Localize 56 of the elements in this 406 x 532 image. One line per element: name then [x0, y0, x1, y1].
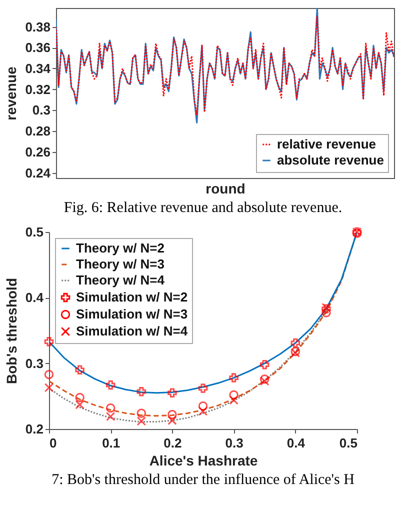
point	[75, 392, 84, 402]
x-tick-label: 0.1	[102, 436, 120, 450]
legend-label: Simulation w/ N=2	[76, 290, 188, 304]
y-tick-label: 0.34	[25, 60, 52, 76]
point	[136, 386, 146, 396]
y-tick-label: 0.38	[25, 19, 50, 34]
point	[106, 412, 116, 422]
x-axis-title: Alice's Hashrate	[149, 452, 258, 468]
point	[168, 416, 177, 426]
point	[290, 338, 300, 348]
point	[136, 416, 146, 426]
x-tick-label: 0.2	[164, 436, 182, 450]
point	[260, 360, 270, 370]
y-tick-label: 0.26	[25, 144, 50, 160]
point	[44, 383, 54, 392]
point	[44, 370, 54, 380]
y-tick-label: 0.32	[25, 82, 50, 97]
point	[44, 337, 54, 346]
x-tick-label: 0	[50, 436, 57, 450]
point	[168, 388, 177, 398]
y-tick-label: 0.24	[25, 165, 52, 180]
x-tick-label: 0.5	[339, 436, 358, 450]
point	[106, 380, 116, 390]
point	[75, 365, 84, 375]
point	[198, 384, 208, 393]
y-axis-title: Bob's threshold	[3, 278, 20, 384]
x-tick-label: 0.3	[225, 436, 244, 450]
legend-label: Theory w/ N=2	[76, 240, 164, 256]
point	[136, 408, 146, 418]
legend-label: Theory w/ N=4	[76, 272, 166, 288]
point	[229, 390, 238, 400]
point	[198, 406, 208, 416]
point	[322, 308, 331, 318]
x-tick-label: 0.4	[286, 436, 306, 450]
y-tick-label: 0.5	[25, 224, 44, 240]
point	[75, 400, 84, 410]
y-tick-label: 0.2	[25, 422, 44, 436]
legend-label: absolute revenue	[277, 152, 384, 168]
y-tick-label: 0.3	[25, 356, 44, 371]
legend-label: relative revenue	[277, 136, 376, 152]
point	[168, 410, 177, 420]
y-tick-label: 0.4	[25, 290, 44, 306]
legend-label: Simulation w/ N=4	[76, 324, 188, 338]
text: 7: Bob's threshold under the influence of Alice's H	[50, 472, 356, 489]
legend-label: Theory w/ N=3	[76, 256, 164, 272]
y-tick-label: 0.28	[25, 124, 50, 139]
caption: Fig. 6: Relative revenue and absolute revenue.	[62, 200, 344, 217]
point	[198, 401, 208, 411]
point	[106, 403, 116, 413]
legend-label: Simulation w/ N=3	[76, 306, 188, 322]
y-tick-label: 0.36	[25, 40, 50, 56]
point	[229, 395, 238, 405]
y-axis-title: revenue	[3, 66, 20, 120]
point	[229, 373, 238, 382]
y-tick-label: 0.3	[32, 102, 50, 118]
x-axis-title: round	[206, 180, 246, 196]
